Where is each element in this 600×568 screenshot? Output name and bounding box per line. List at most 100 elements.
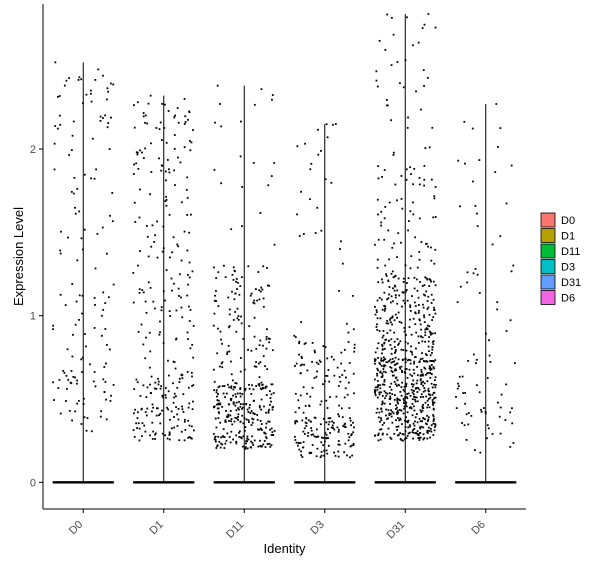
data-point [430, 178, 433, 181]
data-point [432, 316, 435, 319]
data-point [232, 401, 235, 404]
data-point [261, 384, 264, 386]
data-point [409, 267, 412, 270]
data-point [431, 360, 434, 362]
data-point [378, 296, 381, 299]
data-point [388, 258, 390, 261]
data-point [427, 403, 429, 406]
data-point [300, 372, 302, 375]
data-point [216, 403, 218, 406]
data-point [393, 331, 396, 334]
data-point [248, 421, 250, 424]
data-point [156, 407, 159, 410]
data-point [326, 452, 329, 455]
data-point [381, 433, 384, 436]
data-point [310, 433, 313, 436]
data-point [426, 328, 429, 331]
data-point [137, 422, 140, 425]
data-point [423, 284, 426, 287]
data-point [405, 349, 408, 352]
data-point [262, 305, 265, 308]
data-point [396, 399, 399, 402]
data-point [165, 204, 168, 207]
data-point [400, 439, 403, 441]
data-point [143, 424, 146, 427]
data-point [423, 316, 426, 319]
data-point [475, 358, 478, 361]
data-point [239, 357, 242, 359]
data-point [472, 180, 474, 183]
data-point [218, 412, 220, 414]
data-point [102, 117, 104, 119]
data-point [377, 439, 380, 442]
data-point [379, 428, 381, 431]
data-point [420, 425, 423, 428]
data-point [232, 388, 235, 391]
data-point [396, 61, 399, 63]
data-point [265, 411, 267, 414]
data-point [403, 327, 406, 329]
data-point [330, 355, 333, 358]
data-point [159, 320, 161, 323]
data-point [65, 374, 68, 377]
data-point [162, 290, 165, 293]
data-point [304, 421, 307, 424]
data-point [307, 432, 310, 434]
data-point [192, 356, 195, 359]
data-point [178, 377, 181, 380]
data-point [180, 374, 183, 377]
data-point [216, 84, 219, 87]
data-point [216, 352, 219, 355]
y-axis-ticks: 012 [30, 144, 43, 489]
data-point [418, 437, 421, 439]
data-point [406, 282, 408, 284]
data-point [142, 384, 145, 387]
data-point [105, 362, 107, 365]
data-point [217, 417, 220, 419]
data-point [176, 243, 179, 246]
data-point [184, 429, 187, 431]
data-point [225, 410, 227, 412]
data-point [135, 162, 138, 165]
data-point [333, 428, 336, 431]
data-point [229, 410, 232, 412]
data-point [389, 386, 391, 388]
data-point [165, 195, 168, 198]
data-point [236, 288, 238, 290]
data-point [183, 230, 186, 233]
data-point [327, 417, 330, 420]
data-point [418, 258, 421, 261]
data-point [241, 407, 243, 410]
data-point [228, 313, 231, 316]
data-point [327, 369, 330, 371]
data-point [404, 302, 406, 305]
data-point [322, 383, 324, 386]
data-point [294, 365, 296, 367]
data-point [381, 402, 384, 405]
data-point [411, 402, 414, 405]
data-point [173, 134, 176, 136]
data-point [465, 413, 468, 416]
data-point [221, 443, 224, 446]
data-point [320, 400, 323, 403]
data-point [310, 452, 313, 454]
data-point [192, 324, 195, 327]
data-point [147, 281, 150, 284]
data-point [388, 286, 391, 288]
data-point [270, 400, 272, 403]
data-point [394, 356, 397, 359]
data-point [68, 77, 71, 79]
data-point [431, 351, 433, 354]
data-point [398, 294, 401, 297]
data-point [190, 371, 193, 374]
legend-label: D1 [561, 231, 575, 243]
data-point [374, 394, 377, 397]
data-point [300, 355, 303, 358]
data-point [405, 178, 408, 181]
data-point [216, 407, 219, 410]
data-point [393, 319, 396, 322]
data-point [431, 399, 434, 401]
data-point [242, 445, 244, 448]
data-point [322, 437, 325, 439]
